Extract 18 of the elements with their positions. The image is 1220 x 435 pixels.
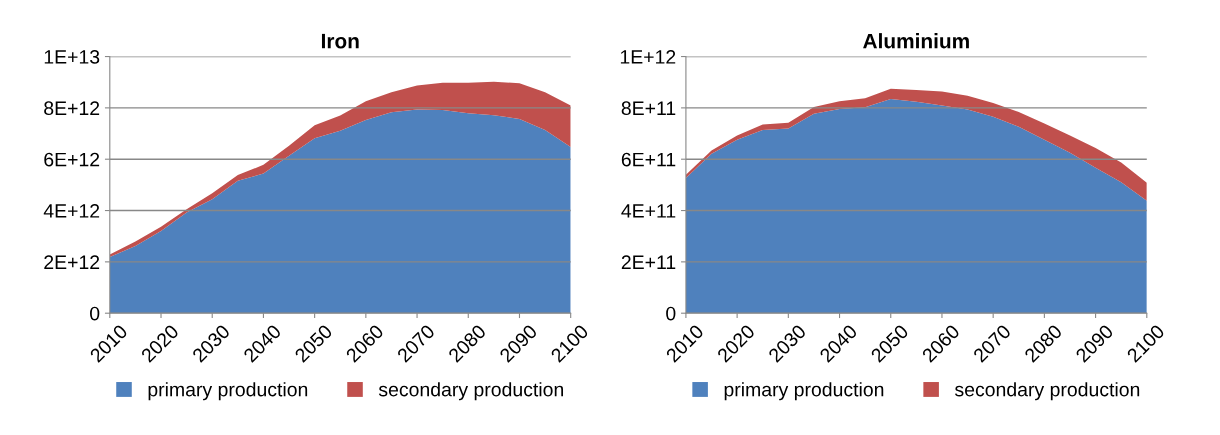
- y-tick-label: 6E+11: [621, 152, 676, 167]
- y-tick-label: 6E+12: [44, 152, 100, 167]
- legend-label: primary production: [724, 382, 884, 401]
- y-tick-label: 4E+11: [621, 204, 676, 218]
- y-tick-label: 8E+11: [621, 101, 676, 116]
- legend-label: secondary production: [378, 382, 564, 401]
- legend-label: primary production: [148, 382, 308, 401]
- y-tick-label: 2E+11: [621, 255, 676, 269]
- chart-title: Iron: [321, 33, 359, 49]
- legend-label: secondary production: [955, 382, 1140, 401]
- chart-title: Aluminium: [863, 33, 969, 49]
- y-tick-label: 1E+13: [44, 50, 100, 64]
- y-tick-label: 0: [90, 306, 100, 321]
- y-tick-label: 8E+12: [44, 101, 100, 116]
- y-tick-label: 1E+12: [620, 50, 676, 64]
- y-tick-label: 2E+12: [44, 255, 100, 269]
- y-tick-label: 4E+12: [43, 204, 100, 218]
- y-tick-label: 0: [666, 306, 676, 321]
